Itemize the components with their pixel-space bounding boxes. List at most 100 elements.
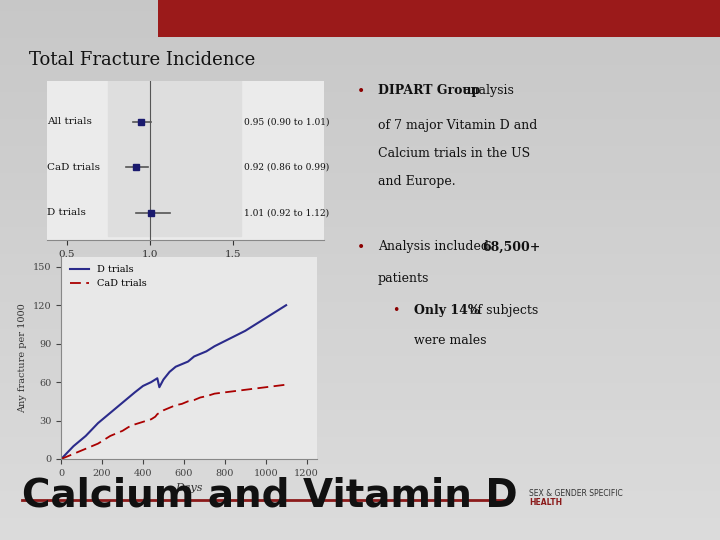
Bar bbox=[0, 421, 720, 427]
Bar bbox=[0, 70, 720, 76]
Bar bbox=[0, 162, 720, 167]
Bar bbox=[0, 378, 720, 383]
CaD trials bbox=[210, 390, 219, 397]
CaD trials bbox=[153, 411, 161, 417]
Bar bbox=[0, 340, 720, 346]
CaD trials bbox=[57, 456, 66, 462]
CaD trials bbox=[130, 421, 139, 428]
Bar bbox=[0, 189, 720, 194]
D trials bbox=[63, 449, 72, 456]
D trials bbox=[190, 353, 199, 360]
Bar bbox=[0, 135, 720, 140]
D trials bbox=[155, 384, 163, 390]
Text: D trials: D trials bbox=[47, 208, 86, 218]
Text: HEALTH: HEALTH bbox=[529, 498, 562, 507]
D trials bbox=[251, 321, 260, 328]
Bar bbox=[0, 211, 720, 216]
D trials bbox=[241, 328, 250, 334]
Bar bbox=[0, 400, 720, 405]
Text: Calcium and Vitamin D: Calcium and Vitamin D bbox=[22, 476, 517, 514]
Bar bbox=[0, 254, 720, 259]
X-axis label: Days: Days bbox=[175, 483, 203, 493]
Bar bbox=[0, 362, 720, 367]
Bar bbox=[0, 529, 720, 535]
Bar bbox=[0, 259, 720, 265]
Bar bbox=[0, 221, 720, 227]
D trials bbox=[81, 433, 90, 439]
Bar bbox=[0, 65, 720, 70]
Text: 68,500+: 68,500+ bbox=[482, 240, 541, 253]
Bar bbox=[0, 410, 720, 416]
Bar bbox=[0, 216, 720, 221]
CaD trials bbox=[190, 397, 199, 403]
Bar bbox=[0, 265, 720, 270]
D trials bbox=[69, 443, 78, 449]
Text: of 7 major Vitamin D and: of 7 major Vitamin D and bbox=[378, 119, 537, 132]
Bar bbox=[0, 427, 720, 432]
Bar bbox=[0, 49, 720, 54]
Text: 0.95 (0.90 to 1.01): 0.95 (0.90 to 1.01) bbox=[244, 118, 330, 126]
Bar bbox=[0, 200, 720, 205]
Bar bbox=[0, 416, 720, 421]
Bar bbox=[0, 524, 720, 529]
Bar bbox=[0, 454, 720, 459]
D trials bbox=[220, 338, 229, 345]
Bar bbox=[0, 297, 720, 302]
Bar bbox=[0, 302, 720, 308]
CaD trials bbox=[94, 441, 102, 447]
Bar bbox=[0, 130, 720, 135]
Text: Calcium trials in the US: Calcium trials in the US bbox=[378, 147, 530, 160]
D trials bbox=[147, 379, 156, 386]
Bar bbox=[0, 405, 720, 410]
Bar bbox=[0, 11, 720, 16]
Bar bbox=[0, 356, 720, 362]
Bar bbox=[0, 432, 720, 437]
Bar bbox=[158, 0, 720, 37]
CaD trials bbox=[178, 401, 186, 407]
Bar bbox=[0, 59, 720, 65]
Bar bbox=[0, 86, 720, 92]
Text: 1.01 (0.92 to 1.12): 1.01 (0.92 to 1.12) bbox=[244, 208, 330, 218]
Bar bbox=[0, 92, 720, 97]
CaD trials bbox=[81, 446, 90, 452]
D trials bbox=[139, 383, 148, 389]
Bar bbox=[0, 346, 720, 351]
Bar bbox=[0, 227, 720, 232]
Bar bbox=[0, 76, 720, 81]
Bar bbox=[0, 5, 720, 11]
Text: analysis: analysis bbox=[459, 84, 513, 97]
CaD trials bbox=[171, 402, 180, 408]
CaD trials bbox=[63, 453, 72, 460]
Bar bbox=[0, 481, 720, 486]
Text: CaD trials: CaD trials bbox=[47, 163, 100, 172]
Bar bbox=[0, 448, 720, 454]
D trials bbox=[125, 394, 133, 401]
Bar bbox=[0, 205, 720, 211]
Text: •: • bbox=[392, 304, 400, 317]
Bar bbox=[0, 275, 720, 281]
D trials bbox=[57, 456, 66, 462]
Bar bbox=[0, 351, 720, 356]
Bar bbox=[0, 329, 720, 335]
Bar bbox=[0, 243, 720, 248]
CaD trials bbox=[76, 448, 84, 455]
CaD trials bbox=[196, 394, 204, 401]
Bar bbox=[0, 502, 720, 508]
CaD trials bbox=[69, 451, 78, 457]
Bar bbox=[0, 367, 720, 373]
D trials bbox=[261, 315, 270, 321]
Bar bbox=[0, 475, 720, 481]
Bar bbox=[0, 491, 720, 497]
CaD trials bbox=[261, 384, 270, 390]
CaD trials bbox=[106, 433, 114, 439]
Bar bbox=[0, 497, 720, 502]
D trials bbox=[112, 404, 121, 411]
D trials bbox=[282, 302, 290, 308]
D trials bbox=[171, 363, 180, 370]
CaD trials bbox=[220, 389, 229, 396]
CaD trials bbox=[100, 436, 109, 443]
D trials bbox=[271, 308, 280, 315]
Bar bbox=[0, 124, 720, 130]
Text: 0.92 (0.86 to 0.99): 0.92 (0.86 to 0.99) bbox=[244, 163, 330, 172]
Bar bbox=[0, 286, 720, 292]
